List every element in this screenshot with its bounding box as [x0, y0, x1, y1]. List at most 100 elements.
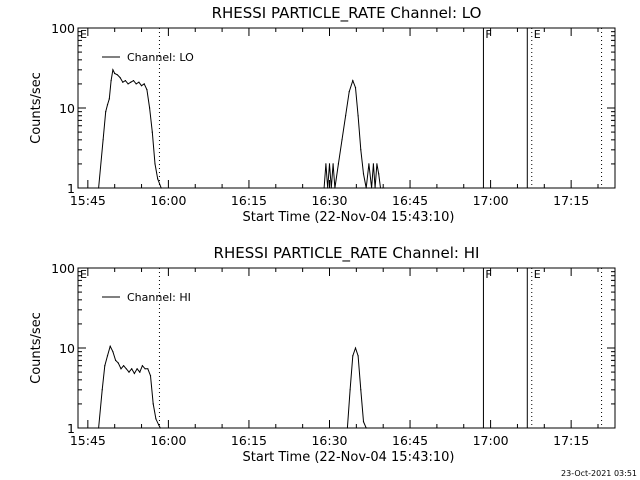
data-point	[372, 163, 374, 165]
data-point	[337, 163, 339, 165]
x-tick-label: 17:00	[473, 433, 509, 448]
y-tick-label: 100	[51, 261, 75, 276]
data-point	[328, 163, 331, 165]
data-point	[152, 403, 154, 405]
data-point	[110, 80, 112, 82]
y-tick-label: 10	[59, 341, 75, 356]
x-tick-label: 16:15	[231, 433, 267, 448]
data-point	[157, 178, 159, 180]
x-tick-label: 16:00	[150, 193, 186, 208]
data-point	[98, 187, 100, 189]
data-point	[360, 389, 362, 391]
data-point	[341, 139, 343, 141]
data-point	[381, 187, 383, 189]
legend-label: Channel: HI	[127, 291, 191, 304]
event-marker-label: E	[80, 28, 87, 41]
x-tick-label: 15:45	[70, 433, 106, 448]
y-axis-label: Counts/sec	[29, 312, 44, 384]
data-point	[125, 368, 127, 370]
data-point	[139, 371, 141, 373]
data-point	[325, 163, 327, 165]
data-point	[149, 375, 152, 377]
y-axis-label: Counts/sec	[29, 72, 44, 144]
data-point	[112, 69, 114, 71]
series-line	[98, 344, 367, 429]
data-point	[332, 163, 334, 165]
data-point	[119, 77, 121, 79]
series-1	[98, 68, 385, 189]
data-point	[323, 187, 325, 189]
data-point	[132, 80, 135, 82]
chart-panel-1: RHESSI PARTICLE_RATE Channel: LO 15:45 16:…	[29, 4, 616, 225]
data-point	[106, 104, 109, 106]
timestamp-label: 23-Oct-2021 03:51	[561, 469, 637, 478]
data-point	[136, 368, 138, 370]
data-point	[109, 345, 111, 347]
data-point	[124, 80, 126, 82]
event-marker-label: F	[485, 268, 491, 281]
x-tick-label: 16:30	[311, 193, 347, 208]
data-point	[327, 187, 329, 189]
data-point	[117, 362, 119, 364]
data-point	[128, 371, 130, 373]
data-point	[101, 389, 103, 391]
y-tick-label: 100	[51, 21, 75, 36]
data-point	[98, 427, 100, 429]
chart-title: RHESSI PARTICLE_RATE Channel: LO	[212, 4, 482, 23]
data-point	[357, 355, 359, 357]
data-point	[346, 427, 348, 429]
data-point	[334, 187, 336, 189]
chart-panel-2: RHESSI PARTICLE_RATE Channel: HI 15:45 16:…	[29, 244, 616, 465]
x-tick-label: 17:15	[553, 433, 589, 448]
data-point	[116, 74, 118, 76]
data-point	[345, 115, 347, 117]
x-tick-label: 16:30	[311, 433, 347, 448]
data-point	[127, 83, 129, 85]
data-point	[141, 365, 143, 367]
data-point	[352, 80, 354, 82]
x-tick-label: 16:00	[150, 433, 186, 448]
data-point	[360, 149, 362, 151]
data-point	[379, 187, 382, 189]
data-point	[146, 89, 148, 91]
data-point	[123, 365, 125, 367]
data-point	[131, 368, 133, 370]
data-point	[144, 368, 146, 370]
x-axis-label: Start Time (22-Nov-04 15:43:10)	[243, 450, 455, 465]
y-tick-label: 1	[67, 181, 75, 196]
data-point	[140, 85, 143, 87]
data-point	[138, 81, 140, 83]
data-point	[159, 427, 161, 429]
data-point	[106, 355, 109, 357]
data-point	[354, 347, 357, 349]
data-point	[108, 98, 110, 100]
x-tick-label: 17:00	[473, 193, 509, 208]
event-marker-label: F	[485, 28, 491, 41]
x-tick-label: 17:15	[553, 193, 589, 208]
data-point	[362, 173, 365, 175]
data-point	[383, 187, 385, 189]
chart-title: RHESSI PARTICLE_RATE Channel: HI	[214, 244, 480, 263]
event-marker-label: E	[534, 268, 541, 281]
data-point	[133, 372, 135, 375]
data-point	[362, 421, 365, 423]
data-point	[376, 163, 378, 165]
data-point	[112, 351, 114, 353]
series-1	[98, 344, 367, 429]
data-point	[143, 83, 145, 85]
data-point	[349, 389, 351, 391]
x-tick-label: 16:45	[392, 193, 428, 208]
event-marker-label: E	[534, 28, 541, 41]
legend-label: Channel: LO	[127, 51, 194, 64]
data-point	[154, 163, 156, 165]
data-point	[378, 173, 380, 175]
data-point	[151, 131, 153, 133]
data-point	[374, 187, 376, 189]
data-point	[352, 355, 354, 357]
data-point	[155, 418, 157, 420]
data-point	[160, 187, 162, 189]
data-point	[115, 359, 117, 361]
x-tick-label: 16:15	[231, 193, 267, 208]
data-point	[368, 163, 370, 165]
